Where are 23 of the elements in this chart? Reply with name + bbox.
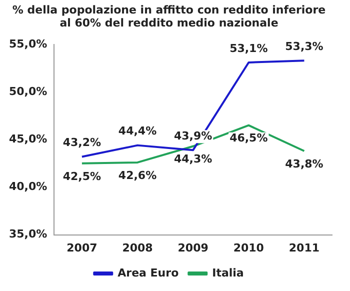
chart-title: % della popolazione in affitto con reddito inferiore al 60% del reddito medio nazionale (12, 3, 326, 30)
y-tick-label: 50,0% (8, 84, 48, 98)
data-label: 44,3% (174, 152, 212, 166)
x-tick-label: 2007 (66, 241, 98, 254)
data-label: 44,4% (118, 124, 157, 138)
y-tick-label: 40,0% (8, 180, 48, 194)
data-label: 43,2% (62, 136, 102, 150)
y-tick-label: 35,0% (8, 228, 48, 241)
x-tick-label: 2008 (122, 241, 153, 254)
data-label: 43,9% (174, 129, 212, 142)
y-tick-label: 45,0% (8, 132, 48, 146)
legend-label: Area Euro (118, 266, 180, 280)
data-label: 53,3% (285, 40, 324, 53)
x-tick-label: 2011 (288, 241, 320, 254)
data-label: 42,6% (118, 168, 157, 182)
x-tick-label: 2010 (233, 241, 264, 254)
data-label: 42,5% (62, 170, 102, 183)
y-tick-label: 55,0% (8, 37, 48, 50)
data-label: 43,8% (285, 157, 324, 170)
data-label: 53,1% (230, 42, 268, 55)
data-label: 46,5% (230, 132, 268, 145)
legend-label: Italia (212, 266, 244, 280)
x-tick-label: 2009 (178, 241, 208, 254)
